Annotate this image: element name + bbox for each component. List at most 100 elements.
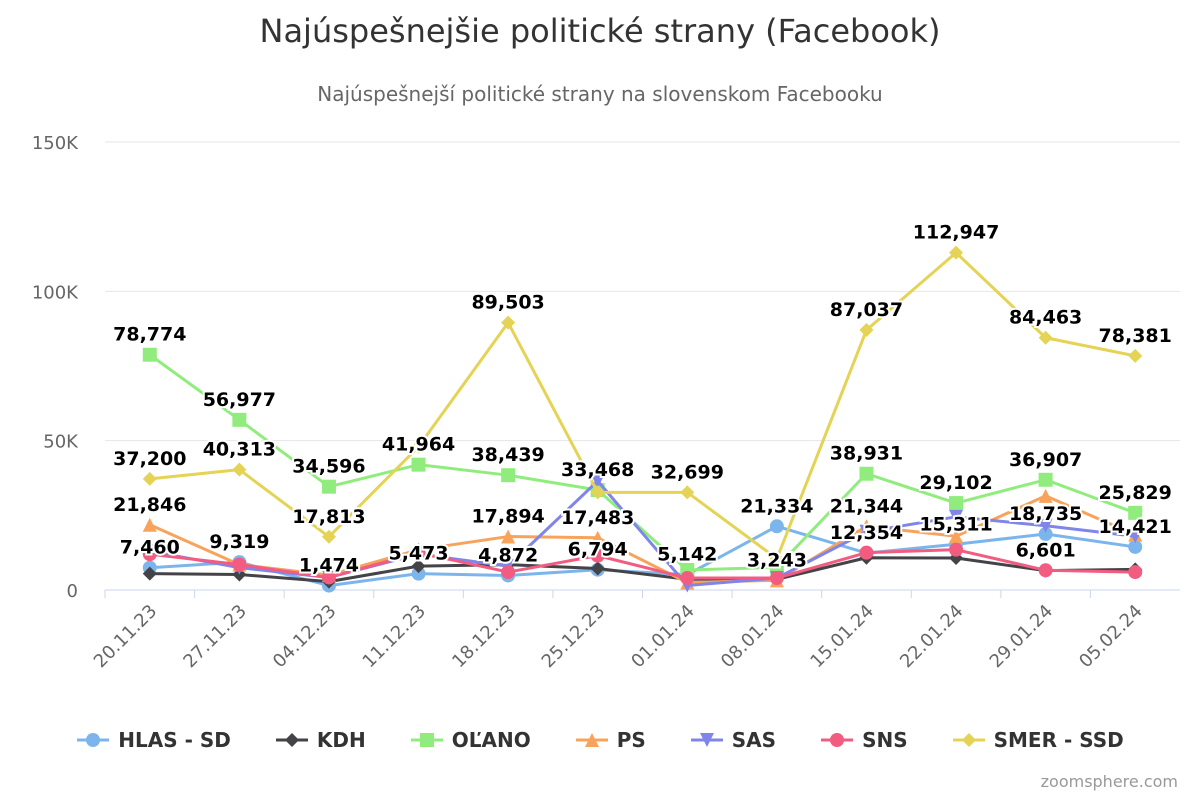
data-point-kdh [142, 566, 157, 581]
data-label: 18,735 [1009, 503, 1082, 525]
data-label: 7,460 [120, 537, 180, 559]
data-point-o-ano [232, 412, 247, 427]
legend-marker [419, 733, 434, 747]
data-label: 21,344 [830, 495, 903, 517]
legend-symbol [952, 733, 985, 747]
data-point-sns [411, 545, 426, 560]
data-label: 6,601 [1016, 539, 1076, 561]
data-point-smer-ssd [411, 439, 426, 454]
data-point-smer-ssd [769, 551, 784, 566]
x-tick-label: 11.12.23 [359, 601, 431, 673]
data-label: 40,313 [203, 439, 276, 461]
data-label: 17,813 [292, 506, 365, 528]
data-point-sns [501, 565, 516, 580]
legend-item-sas[interactable]: SAS [690, 728, 776, 752]
data-label: 12,354 [830, 522, 903, 544]
data-label: 25,829 [1099, 482, 1172, 504]
legend-symbol [275, 733, 308, 747]
data-label: 29,102 [919, 472, 992, 494]
legend-symbol [690, 733, 723, 747]
data-point-sns [1038, 563, 1053, 578]
data-label: 17,894 [471, 506, 544, 528]
data-point-smer-ssd [232, 462, 247, 477]
data-point-o-ano [411, 457, 426, 472]
x-tick-label: 29.01.24 [986, 601, 1058, 673]
data-point-sns [680, 571, 695, 586]
data-point-o-ano [1128, 505, 1143, 520]
data-point-ps [590, 530, 605, 545]
legend-marker [284, 733, 299, 747]
legend-item-o-ano[interactable]: OĽANO [410, 728, 531, 752]
data-point-smer-ssd [501, 315, 516, 330]
legend-item-sns[interactable]: SNS [820, 728, 908, 752]
data-label: 34,596 [292, 456, 365, 478]
data-point-hlas-sd [1038, 527, 1053, 542]
series-line-o-ano [148, 353, 1136, 572]
data-point-sns [590, 548, 605, 563]
legend-symbol [575, 733, 608, 747]
legend-item-ps[interactable]: PS [575, 728, 646, 752]
y-tick-label: 50K [43, 432, 79, 453]
data-point-hlas-sd [769, 519, 784, 534]
data-point-smer-ssd [590, 485, 605, 500]
x-tick-label: 01.01.24 [627, 601, 699, 673]
data-label: 4,872 [478, 544, 538, 566]
data-label: 89,503 [471, 292, 544, 314]
data-point-hlas-sd [411, 566, 426, 581]
legend-item-hlas-sd[interactable]: HLAS - SD [76, 728, 231, 752]
data-label: 1,474 [299, 555, 359, 577]
data-label: 9,319 [209, 531, 269, 553]
data-point-o-ano [1038, 472, 1053, 487]
credit-text[interactable]: zoomsphere.com [1040, 772, 1178, 791]
data-point-sns [859, 545, 874, 560]
data-point-sns [321, 570, 336, 585]
data-label: 14,421 [1099, 516, 1172, 538]
data-point-smer-ssd [859, 323, 874, 338]
line-chart: 0 50K 100K 150K 20.11.23 27.11.23 04.12.23 11.1… [32, 133, 1180, 673]
data-point-ps [501, 529, 516, 544]
data-point-kdh [411, 559, 426, 574]
chart-title: Najúspešnejšie politické strany (Faceboo… [259, 12, 941, 50]
data-label: 32,699 [651, 461, 724, 483]
x-tick-label: 18.12.23 [448, 601, 520, 673]
data-point-hlas-sd [1128, 539, 1143, 554]
data-label: 3,243 [747, 549, 807, 571]
series-line-smer-ssd [149, 251, 1136, 561]
data-point-sns [142, 547, 157, 562]
data-point-ps [142, 517, 157, 532]
data-label: 41,964 [382, 434, 455, 456]
legend-label: SNS [862, 728, 908, 752]
data-point-smer-ssd [1128, 348, 1143, 363]
data-label: 21,846 [113, 494, 186, 516]
data-point-smer-ssd [680, 485, 695, 500]
data-point-o-ano [859, 466, 874, 481]
legend-label: PS [616, 728, 646, 752]
data-label: 56,977 [203, 389, 276, 411]
data-point-smer-ssd [321, 529, 336, 544]
data-label: 17,483 [561, 507, 634, 529]
y-tick-label: 100K [32, 282, 79, 303]
legend-marker [584, 733, 599, 747]
data-point-o-ano [769, 560, 784, 575]
data-point-sns [949, 542, 964, 557]
legend-label: OĽANO [451, 728, 531, 752]
data-point-sas [590, 473, 605, 488]
data-label: 112,947 [913, 222, 1000, 244]
x-tick-label: 25.12.23 [538, 601, 610, 673]
data-point-sns [232, 557, 247, 572]
data-point-smer-ssd [949, 245, 964, 260]
data-label: 87,037 [830, 299, 903, 321]
legend-symbol [821, 733, 854, 747]
data-point-o-ano [321, 479, 336, 494]
data-label: 33,468 [561, 459, 634, 481]
x-tick-label: 15.01.24 [806, 601, 878, 673]
data-label: 21,334 [740, 495, 813, 517]
data-point-sas [1038, 518, 1053, 533]
x-tick-label: 22.01.24 [896, 601, 968, 673]
legend-item-smer-ssd[interactable]: SMER - SSD [952, 728, 1124, 752]
legend-item-kdh[interactable]: KDH [275, 728, 366, 752]
series-line-kdh [149, 556, 1136, 584]
data-point-sns [769, 571, 784, 586]
data-label: 6,794 [568, 539, 628, 561]
data-point-o-ano [142, 347, 157, 362]
